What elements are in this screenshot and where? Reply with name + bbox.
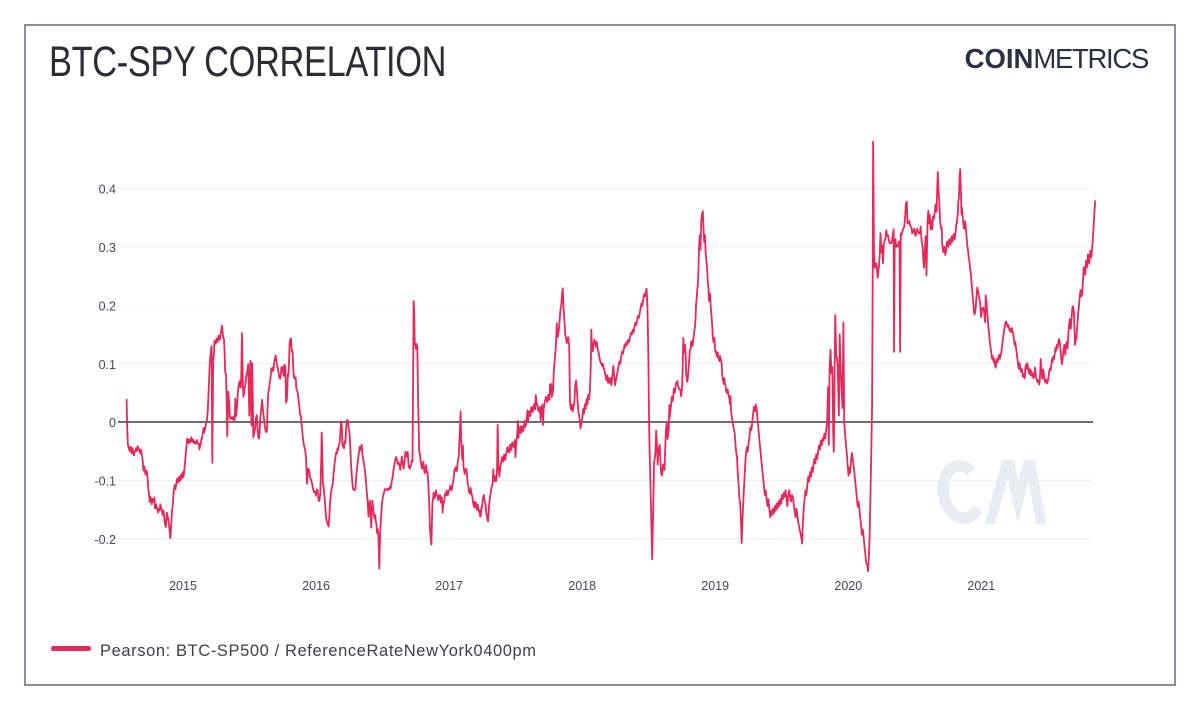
svg-text:2021: 2021 bbox=[967, 579, 995, 593]
svg-text:2017: 2017 bbox=[435, 579, 463, 593]
svg-text:0.3: 0.3 bbox=[99, 241, 116, 255]
svg-text:2016: 2016 bbox=[302, 579, 330, 593]
svg-text:0.4: 0.4 bbox=[99, 183, 116, 197]
svg-text:2020: 2020 bbox=[834, 579, 862, 593]
svg-text:0: 0 bbox=[109, 416, 116, 430]
svg-text:2015: 2015 bbox=[169, 579, 197, 593]
svg-text:2019: 2019 bbox=[701, 579, 729, 593]
svg-text:0.2: 0.2 bbox=[99, 299, 116, 313]
svg-text:-0.2: -0.2 bbox=[94, 533, 116, 547]
svg-text:2018: 2018 bbox=[568, 579, 596, 593]
svg-text:0.1: 0.1 bbox=[99, 358, 116, 372]
svg-text:-0.1: -0.1 bbox=[94, 475, 116, 489]
